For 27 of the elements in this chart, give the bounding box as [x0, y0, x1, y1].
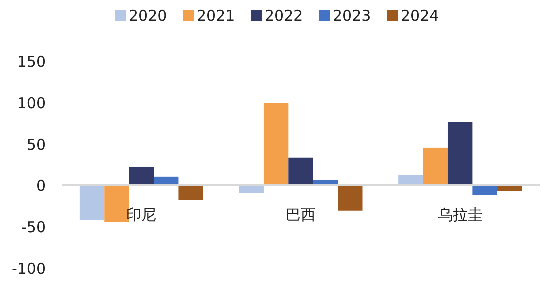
- legend-label: 2024: [401, 7, 440, 25]
- legend-label: 2020: [129, 7, 168, 25]
- bar: [472, 185, 498, 196]
- bar: [288, 158, 314, 186]
- bar: [129, 166, 154, 186]
- bar: [154, 176, 179, 186]
- bar: [264, 103, 289, 186]
- y-tick-label: -100: [12, 260, 46, 278]
- bar: [178, 185, 204, 200]
- bar: [313, 180, 338, 186]
- x-tick-label: 巴西: [286, 206, 316, 224]
- legend-label: 2022: [265, 7, 304, 25]
- bar: [448, 122, 473, 186]
- bar: [338, 185, 363, 211]
- bar: [80, 185, 105, 220]
- legend-label: 2021: [197, 7, 236, 25]
- y-tick-label: -50: [22, 218, 46, 237]
- y-tick-label: 0: [36, 177, 46, 196]
- y-tick-label: 100: [17, 94, 46, 112]
- bar: [104, 185, 130, 222]
- y-tick-label: 50: [26, 136, 46, 154]
- bar: [398, 175, 424, 186]
- x-tick-label: 乌拉圭: [438, 206, 483, 224]
- bar: [239, 185, 264, 194]
- bar: [423, 148, 448, 186]
- legend-label: 2023: [333, 7, 372, 25]
- y-tick-label: 150: [17, 53, 46, 71]
